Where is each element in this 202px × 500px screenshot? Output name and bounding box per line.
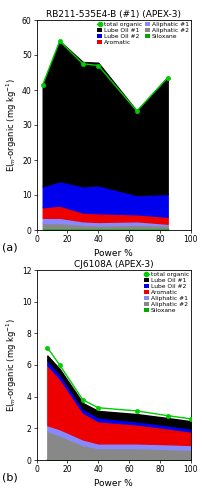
- Title: CJ6108A (APEX-3): CJ6108A (APEX-3): [74, 260, 153, 269]
- Legend: total organic, Lube Oil #1, Lube Oil #2, Aromatic, Aliphatic #1, Aliphatic #2, S: total organic, Lube Oil #1, Lube Oil #2,…: [142, 271, 189, 314]
- Y-axis label: EI$_m$-organic (mg kg$^{-1}$): EI$_m$-organic (mg kg$^{-1}$): [5, 318, 19, 412]
- Y-axis label: EI$_m$-organic (mg kg$^{-1}$): EI$_m$-organic (mg kg$^{-1}$): [5, 78, 19, 172]
- Text: (a): (a): [2, 242, 18, 252]
- Title: RB211-535E4-B (#1) (APEX-3): RB211-535E4-B (#1) (APEX-3): [46, 10, 180, 19]
- Legend: total organic, Lube Oil #1, Lube Oil #2, Aromatic, Aliphatic #1, Aliphatic #2, S: total organic, Lube Oil #1, Lube Oil #2,…: [96, 21, 189, 46]
- X-axis label: Power %: Power %: [94, 480, 132, 488]
- X-axis label: Power %: Power %: [94, 250, 132, 258]
- Text: (b): (b): [2, 472, 18, 482]
